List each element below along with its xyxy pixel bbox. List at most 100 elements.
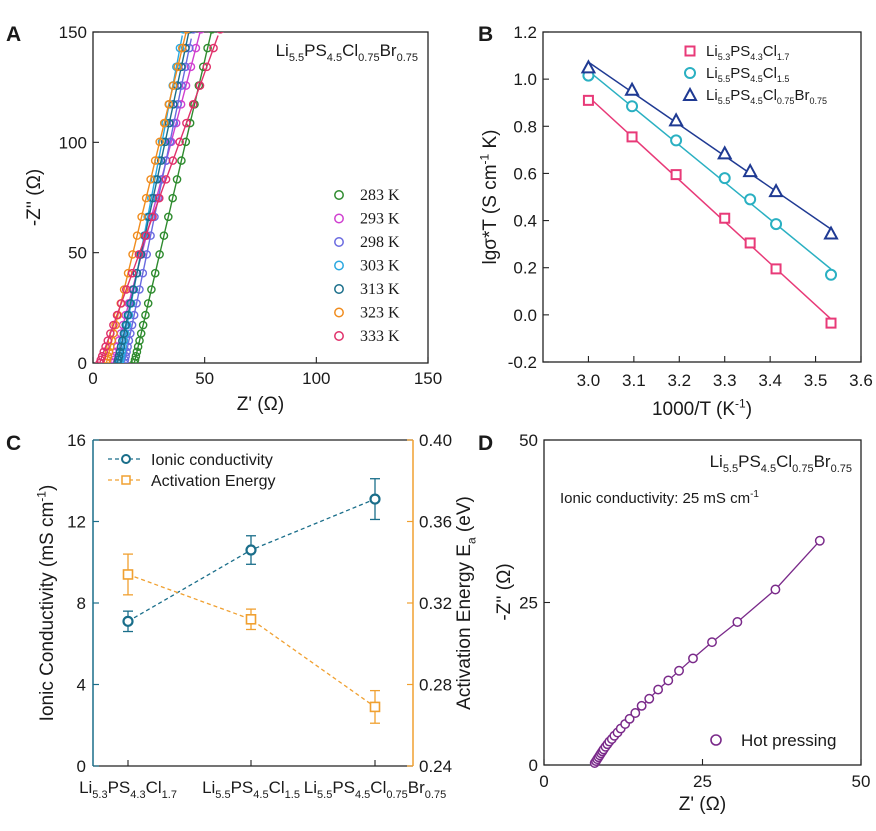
y-tick-label: 50 xyxy=(68,244,87,263)
data-point xyxy=(644,693,655,704)
data-point xyxy=(141,310,150,320)
y-left-tick-label: 16 xyxy=(67,431,86,450)
data-point xyxy=(814,535,825,546)
x-tick-label: 3.4 xyxy=(758,371,782,390)
data-point xyxy=(109,320,118,330)
data-point xyxy=(152,175,162,184)
y-tick-label: 0.8 xyxy=(513,117,537,136)
data-point xyxy=(165,137,175,147)
data-point xyxy=(113,355,123,363)
dashed-line xyxy=(127,573,376,708)
data-point xyxy=(132,231,142,240)
x-tick-label: 0 xyxy=(88,369,97,388)
data-point xyxy=(653,684,664,695)
data-point xyxy=(173,100,182,109)
data-point xyxy=(114,351,124,361)
data-point xyxy=(121,320,131,330)
data-point xyxy=(197,32,205,34)
legend-marker xyxy=(334,307,344,318)
x-tick-label: 3.0 xyxy=(577,371,601,390)
x-tick-label: 50 xyxy=(195,369,214,388)
x-tick-label: 0 xyxy=(539,772,548,791)
data-point xyxy=(136,329,146,338)
y-right-tick-label: 0.28 xyxy=(419,676,452,695)
x-axis-label: Z' (Ω) xyxy=(237,394,284,415)
data-point xyxy=(121,285,131,294)
data-point xyxy=(112,310,122,320)
data-point xyxy=(132,347,142,357)
data-point xyxy=(707,637,717,648)
y-tick-label: 0 xyxy=(529,756,538,775)
data-point xyxy=(148,212,157,222)
legend-label: Li5.5PS4.5Cl1.5 xyxy=(706,65,789,84)
y-tick-label: 0.0 xyxy=(513,306,537,325)
data-point xyxy=(106,329,115,338)
y-axis-label: -Z'' (Ω) xyxy=(494,563,515,620)
data-point xyxy=(203,43,212,53)
data-point xyxy=(744,193,757,206)
data-point xyxy=(582,94,594,106)
y-tick-label: -0.2 xyxy=(508,353,537,372)
data-point xyxy=(670,134,683,147)
data-point xyxy=(216,32,224,34)
chart-title: Li5.5PS4.5Cl0.75Br0.75 xyxy=(710,452,852,475)
data-point xyxy=(146,231,155,240)
data-point xyxy=(663,675,674,686)
data-point xyxy=(103,351,113,361)
data-point xyxy=(719,212,731,224)
data-point xyxy=(636,700,647,711)
legend: Li5.3PS4.3Cl1.7 Li5.5PS4.5Cl1.5 Li5.5PS4.5… xyxy=(682,43,827,106)
y-tick-label: 1.2 xyxy=(513,23,537,42)
x-tick-label: 25 xyxy=(693,772,712,791)
panel-b-arrhenius-plot: 3.0 3.1 3.2 3.3 3.4 3.5 3.6 -0.2 0.0 0.2 0.4 0.6 0.8… xyxy=(477,23,872,420)
legend-label: 283 K xyxy=(360,187,400,204)
data-point xyxy=(180,32,187,34)
data-point xyxy=(164,100,174,109)
y-left-tick-label: 4 xyxy=(77,676,86,695)
legend-label: 323 K xyxy=(360,305,400,322)
data-point xyxy=(173,62,183,72)
data-point xyxy=(718,172,731,185)
plot-frame xyxy=(543,439,862,766)
legend-marker xyxy=(121,454,131,464)
legend-marker xyxy=(682,86,698,101)
series-2 xyxy=(580,59,839,240)
x-category-label: Li5.5PS4.5Cl1.5 xyxy=(202,778,300,801)
x-tick-label: 3.2 xyxy=(667,371,691,390)
data-point xyxy=(209,43,218,53)
x-tick-label: 50 xyxy=(852,772,871,791)
y-tick-label: 0.2 xyxy=(513,259,537,278)
data-point xyxy=(181,137,191,147)
y-right-tick-label: 0.24 xyxy=(419,757,452,776)
data-point xyxy=(160,137,170,147)
data-point xyxy=(168,81,178,90)
y-right-tick-label: 0.36 xyxy=(419,513,452,532)
data-point xyxy=(674,665,684,676)
legend-label: 313 K xyxy=(360,281,400,298)
y-left-tick-label: 0 xyxy=(77,757,86,776)
data-point xyxy=(131,351,141,361)
data-point xyxy=(138,320,148,330)
data-point xyxy=(208,32,216,34)
data-point xyxy=(624,81,640,96)
x-tick-label: 3.3 xyxy=(713,371,737,390)
data-point xyxy=(183,32,191,34)
legend-label: 298 K xyxy=(360,234,400,251)
legend-label: 303 K xyxy=(360,258,400,275)
series-hot-pressing xyxy=(589,535,825,768)
data-point xyxy=(143,299,153,308)
legend-label: Li5.5PS4.5Cl0.75Br0.75 xyxy=(706,87,827,106)
data-point xyxy=(670,169,682,181)
data-point xyxy=(823,225,839,240)
data-point xyxy=(97,351,107,361)
legend-label: Ionic conductivity xyxy=(151,452,273,469)
legend-marker xyxy=(334,284,344,294)
data-point xyxy=(138,268,148,278)
legend-label: 333 K xyxy=(360,328,400,345)
data-point xyxy=(123,310,133,320)
data-point xyxy=(132,299,141,308)
data-point xyxy=(172,175,182,184)
panel-letter-b: B xyxy=(478,23,493,46)
data-point xyxy=(168,156,178,165)
